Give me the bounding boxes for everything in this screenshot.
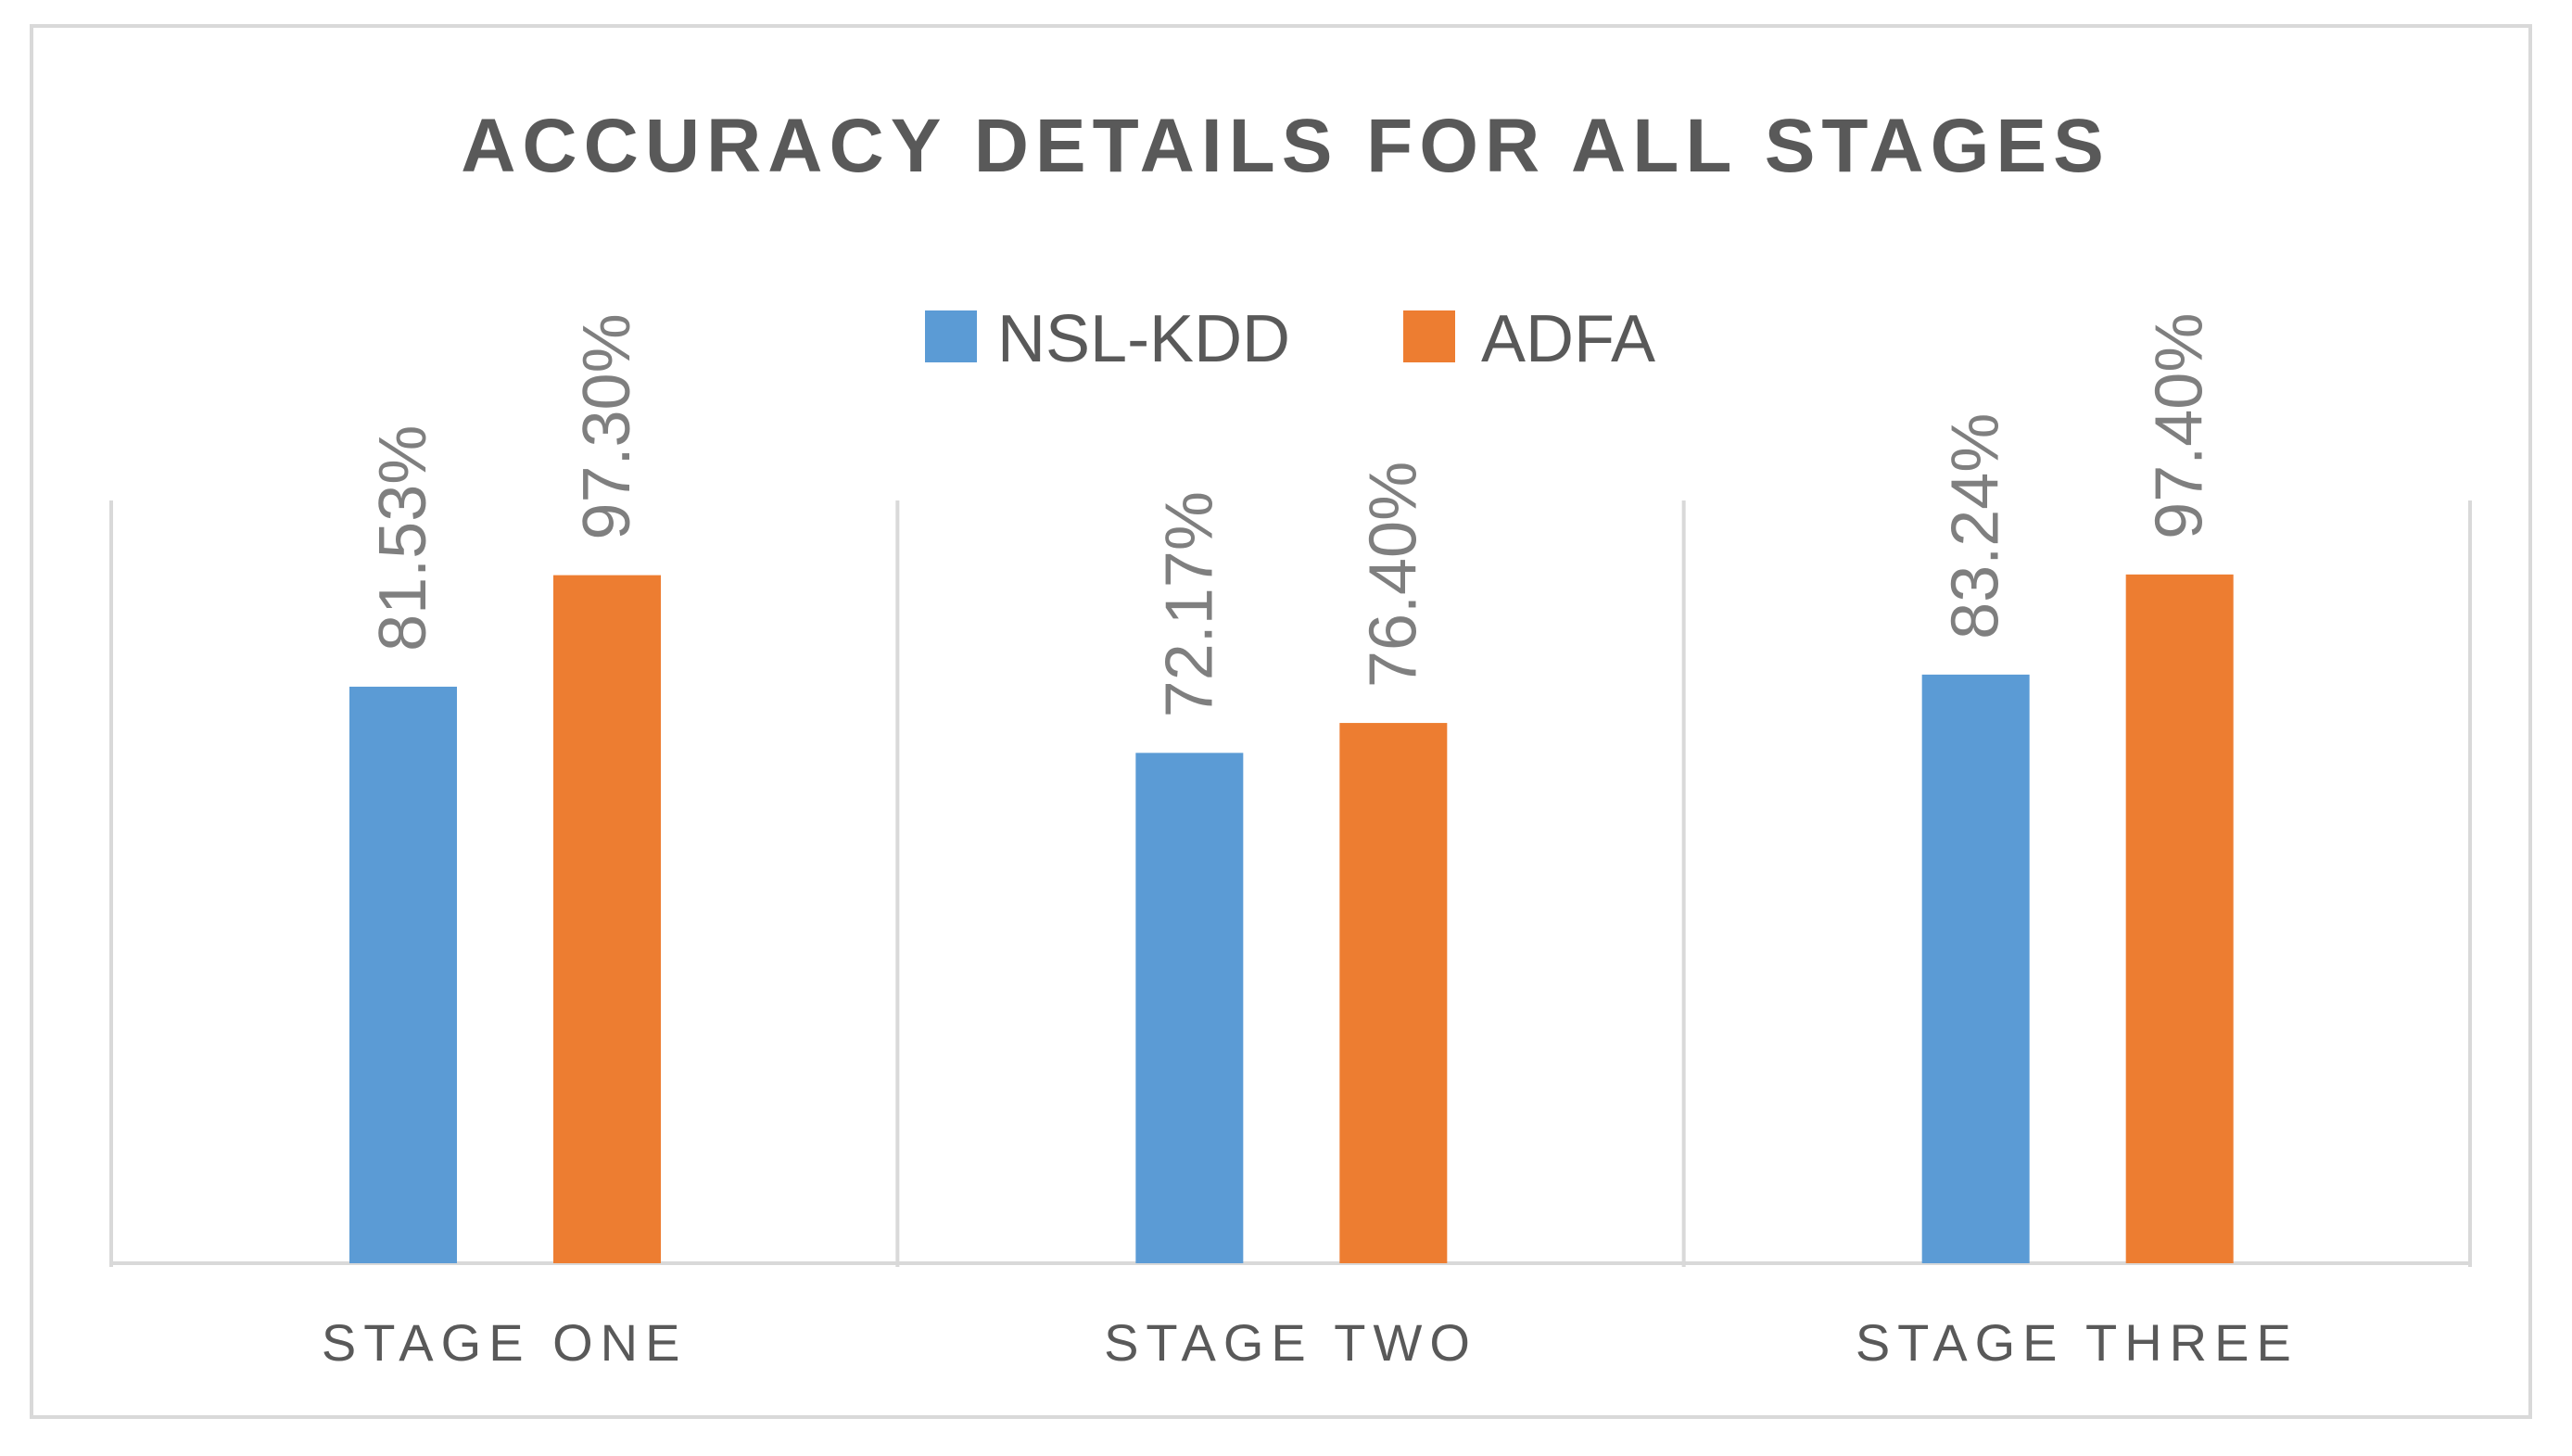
- bar-nsl-kdd-1: [349, 686, 457, 1263]
- bar-nsl-kdd-2: [1135, 753, 1244, 1263]
- legend-swatch: [1403, 310, 1455, 362]
- bar-nsl-kdd-3: [1921, 674, 2030, 1263]
- category-labels: STAGE ONE STAGE TWO STAGE THREE: [322, 1313, 2299, 1372]
- data-label: 97.30%: [570, 313, 644, 539]
- chart-title: ACCURACY DETAILS FOR ALL STAGES: [461, 104, 2110, 188]
- category-label: STAGE ONE: [322, 1313, 688, 1372]
- bar-adfa-3: [2125, 574, 2234, 1263]
- legend-swatch: [925, 310, 977, 362]
- bars: [349, 574, 2234, 1263]
- legend-label: NSL-KDD: [997, 302, 1290, 376]
- data-label: 72.17%: [1152, 491, 1226, 717]
- legend-label: ADFA: [1481, 302, 1655, 376]
- bar-adfa-2: [1339, 723, 1448, 1263]
- category-label: STAGE TWO: [1104, 1313, 1477, 1372]
- data-labels: 81.53% 97.30% 72.17% 76.40% 83.24% 97.40%: [366, 313, 2217, 718]
- category-label: STAGE THREE: [1856, 1313, 2299, 1372]
- data-label: 76.40%: [1356, 462, 1430, 688]
- legend: NSL-KDD ADFA: [925, 302, 1655, 376]
- data-label: 97.40%: [2143, 313, 2217, 539]
- data-label: 81.53%: [366, 425, 440, 652]
- axes: [109, 500, 2472, 1267]
- bar-adfa-1: [553, 575, 661, 1263]
- data-label: 83.24%: [1939, 413, 2013, 639]
